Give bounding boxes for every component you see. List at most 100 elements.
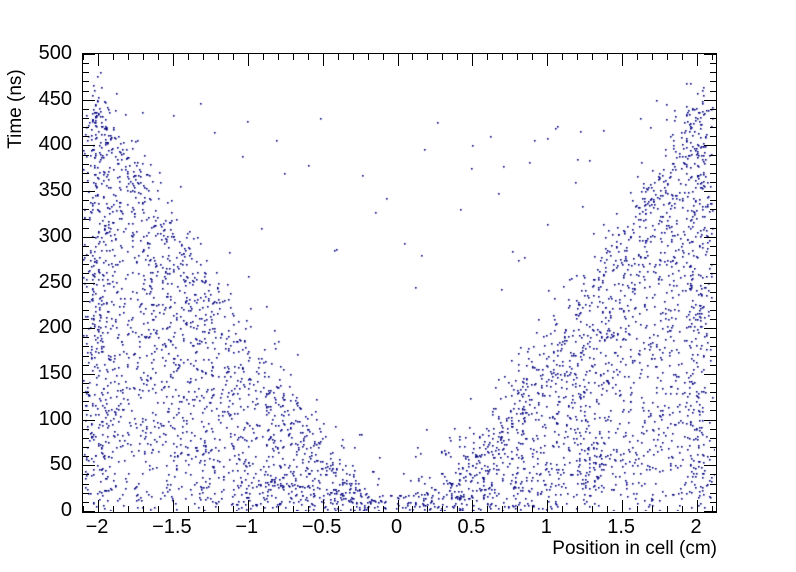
- y-axis-minor-tick: [83, 72, 89, 74]
- y-axis-minor-tick: [83, 355, 89, 357]
- x-axis-major-tick: [697, 500, 699, 512]
- x-axis-minor-tick: [217, 506, 219, 512]
- y-axis-right-tick: [710, 273, 716, 275]
- x-axis-minor-tick: [577, 506, 579, 512]
- y-axis-major-tick: [83, 419, 95, 421]
- x-axis-top-tick: [652, 54, 654, 60]
- y-axis-minor-tick: [83, 392, 89, 394]
- y-axis-right-tick: [710, 200, 716, 202]
- x-tick-label: 1.5: [607, 516, 636, 538]
- y-tick-label: 200: [38, 316, 72, 339]
- y-axis-minor-tick: [83, 401, 89, 403]
- y-axis-minor-tick: [83, 291, 89, 293]
- y-axis-minor-tick: [83, 200, 89, 202]
- y-axis-minor-tick: [83, 117, 89, 119]
- x-axis-top-tick: [427, 54, 429, 60]
- y-tick-label: 500: [38, 42, 72, 64]
- x-axis-minor-tick: [712, 506, 713, 512]
- y-axis-right-tick: [710, 337, 716, 339]
- x-axis-top-tick: [487, 54, 489, 60]
- y-tick-label: 300: [38, 224, 72, 247]
- x-axis-minor-tick: [187, 506, 189, 512]
- x-tick-label: −1: [235, 516, 259, 538]
- x-tick-label: 0.5: [457, 516, 486, 538]
- y-axis-minor-tick: [83, 90, 89, 92]
- y-axis-right-tick: [704, 511, 716, 512]
- x-axis-minor-tick: [232, 506, 234, 512]
- x-axis-top-tick: [667, 54, 669, 60]
- y-axis-minor-tick: [83, 428, 89, 430]
- x-axis-minor-tick: [412, 506, 414, 512]
- y-axis-right-tick: [704, 419, 716, 421]
- y-axis-right-tick: [710, 456, 716, 458]
- x-tick-label: −0.5: [301, 516, 342, 538]
- y-tick-label: 350: [38, 179, 72, 202]
- x-axis-top-tick: [562, 54, 564, 60]
- y-axis-right-tick: [710, 163, 716, 165]
- x-axis-top-tick: [322, 54, 324, 66]
- y-axis-minor-tick: [83, 501, 89, 503]
- x-axis-top-tick: [337, 54, 339, 60]
- y-axis-minor-tick: [83, 209, 89, 211]
- y-axis-minor-tick: [83, 319, 89, 321]
- x-axis-minor-tick: [487, 506, 489, 512]
- y-axis-right-tick: [704, 282, 716, 284]
- x-tick-label: −1.5: [152, 516, 192, 538]
- y-axis-minor-tick: [83, 410, 89, 412]
- plot-frame: [82, 53, 717, 513]
- y-axis-right-tick: [710, 245, 716, 247]
- y-axis-minor-tick: [83, 309, 89, 311]
- y-axis-right-tick: [710, 401, 716, 403]
- x-axis-minor-tick: [457, 506, 459, 512]
- y-axis-right-tick: [704, 236, 716, 238]
- x-tick-label: 2: [690, 516, 702, 538]
- y-axis-minor-tick: [83, 154, 89, 156]
- x-axis-minor-tick: [262, 506, 264, 512]
- x-axis-minor-tick: [562, 506, 564, 512]
- x-axis-top-tick: [262, 54, 264, 60]
- y-axis-right-tick: [704, 145, 716, 147]
- y-axis-right-tick: [710, 501, 716, 503]
- y-axis-minor-tick: [83, 245, 89, 247]
- x-axis-top-tick: [532, 54, 534, 60]
- x-axis-minor-tick: [607, 506, 609, 512]
- y-axis-minor-tick: [83, 172, 89, 174]
- x-axis-top-tick: [277, 54, 279, 60]
- x-axis-minor-tick: [592, 506, 594, 512]
- y-axis-minor-tick: [83, 346, 89, 348]
- y-axis-minor-tick: [83, 474, 89, 476]
- x-axis-minor-tick: [352, 506, 354, 512]
- y-tick-label: 0: [60, 499, 72, 521]
- x-axis-top-tick: [232, 54, 234, 60]
- y-axis-right-tick: [710, 81, 716, 83]
- x-axis-minor-tick: [202, 506, 204, 512]
- y-axis-minor-tick: [83, 227, 89, 229]
- x-axis-major-tick: [97, 500, 99, 512]
- x-axis-major-tick: [547, 500, 549, 512]
- y-axis-right-tick: [710, 127, 716, 129]
- x-axis-top-tick: [577, 54, 579, 60]
- x-axis-major-tick: [322, 500, 324, 512]
- x-axis-top-tick: [157, 54, 159, 60]
- y-axis-right-tick: [710, 181, 716, 183]
- y-tick-label: 100: [38, 407, 72, 430]
- y-axis-right-tick: [710, 474, 716, 476]
- x-axis-top-tick: [712, 54, 713, 60]
- x-axis-top-tick: [127, 54, 129, 60]
- x-axis-minor-tick: [667, 506, 669, 512]
- y-axis-minor-tick: [83, 63, 89, 65]
- x-axis-top-tick: [682, 54, 684, 60]
- x-axis-top-tick: [142, 54, 144, 60]
- y-axis-right-tick: [710, 300, 716, 302]
- y-axis-right-tick: [710, 172, 716, 174]
- x-axis-top-tick: [397, 54, 399, 66]
- y-axis-right-tick: [704, 99, 716, 101]
- x-axis-minor-tick: [277, 506, 279, 512]
- y-axis-major-tick: [83, 373, 95, 375]
- y-axis-minor-tick: [83, 218, 89, 220]
- y-axis-right-tick: [710, 264, 716, 266]
- y-axis-right-tick: [710, 483, 716, 485]
- x-axis-top-tick: [367, 54, 369, 60]
- x-axis-top-tick: [247, 54, 249, 66]
- y-axis-minor-tick: [83, 300, 89, 302]
